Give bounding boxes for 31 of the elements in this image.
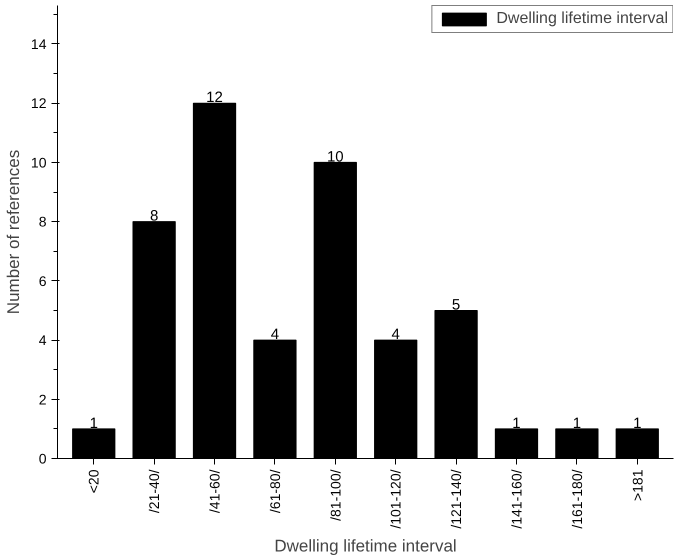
y-tick-label: 6	[38, 272, 47, 289]
x-tick-label: <20	[86, 469, 102, 494]
y-tick-label: 12	[30, 95, 47, 112]
x-tick-label: /81-100/	[327, 469, 344, 521]
x-tick-label: /141-160/	[508, 469, 524, 529]
data-label: 1	[512, 414, 521, 432]
y-tick-label: 10	[30, 154, 47, 170]
x-tick-label: /101-120/	[388, 469, 404, 529]
x-axis-title: Dwelling lifetime interval	[274, 536, 457, 556]
data-label: 8	[150, 208, 158, 225]
y-tick-label: 4	[38, 332, 47, 348]
data-label: 5	[452, 296, 460, 314]
x-tick-label: >181	[629, 469, 646, 502]
y-tick-label: 8	[38, 214, 47, 230]
data-label: 4	[270, 326, 280, 344]
legend-label: Dwelling lifetime interval	[496, 10, 668, 28]
y-axis-title: Number of references	[4, 150, 23, 314]
y-tick-label: 2	[38, 391, 47, 408]
data-label: 4	[392, 326, 400, 344]
x-tick-label: /61-80/	[266, 469, 283, 514]
data-label: 1	[633, 414, 642, 432]
x-tick-label: /21-40/	[146, 469, 162, 514]
data-label: 1	[572, 414, 582, 432]
data-label: 12	[206, 89, 223, 106]
data-label: 1	[90, 414, 98, 432]
x-tick-label: /121-140/	[448, 469, 464, 529]
y-tick-label: 0	[38, 450, 47, 466]
x-tick-label: /41-60/	[206, 469, 223, 514]
y-tick-label: 14	[30, 36, 47, 52]
data-label: 10	[326, 148, 344, 166]
x-tick-label: /161-180/	[568, 469, 585, 529]
